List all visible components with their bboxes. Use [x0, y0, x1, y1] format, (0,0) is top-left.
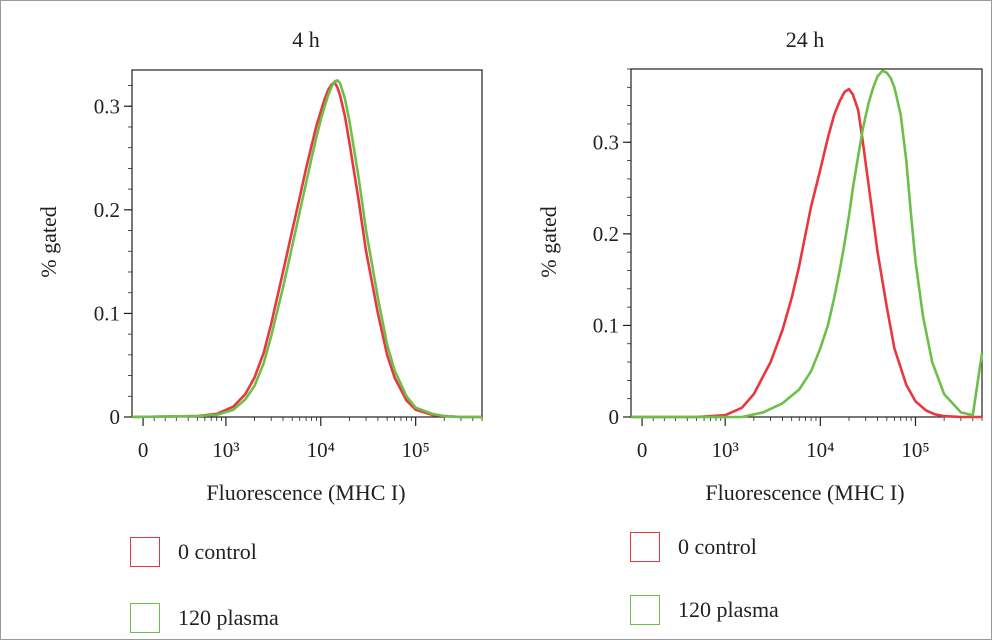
y-tick-label: 0.3 — [593, 130, 619, 154]
y-tick-label: 0 — [609, 405, 620, 429]
legend-label: 0 control — [678, 534, 757, 559]
panel2-legend-item-plasma: 120 plasma — [630, 595, 779, 625]
legend-swatch-green — [630, 595, 660, 625]
panel1-plot-frame — [131, 69, 483, 418]
panel2-xlabel: Fluorescence (MHC I) — [705, 480, 904, 505]
x-tick-label: 10⁵ — [901, 438, 929, 462]
legend-swatch-red — [630, 532, 660, 562]
panel2-legend-item-control: 0 control — [630, 532, 757, 562]
panel2-title: 24 h — [786, 27, 825, 52]
x-tick-label: 0 — [637, 438, 648, 462]
legend-swatch-green — [130, 603, 160, 633]
x-tick-label: 10³ — [712, 438, 739, 462]
x-tick-label: 0 — [138, 438, 149, 462]
panel1-title: 4 h — [292, 27, 320, 52]
x-tick-label: 10³ — [212, 438, 239, 462]
legend-label: 120 plasma — [678, 597, 779, 622]
x-tick-label: 10⁴ — [806, 438, 834, 462]
y-tick-label: 0.2 — [94, 198, 120, 222]
panel2-series-plasma-line — [631, 69, 984, 419]
panel1-xlabel: Fluorescence (MHC I) — [206, 480, 405, 505]
legend-label: 0 control — [178, 539, 257, 564]
y-tick-label: 0.1 — [593, 313, 619, 337]
x-tick-label: 10⁵ — [402, 438, 430, 462]
panel1-series-control-line — [131, 81, 482, 419]
y-tick-label: 0.1 — [94, 301, 120, 325]
panel2-series-control-line — [631, 87, 982, 419]
panel1-legend-item-plasma: 120 plasma — [130, 603, 279, 633]
y-tick-label: 0.3 — [94, 94, 120, 118]
legend-swatch-red — [130, 537, 160, 567]
x-tick-label: 10⁴ — [307, 438, 335, 462]
y-tick-label: 0.2 — [593, 222, 619, 246]
panel1-legend-item-control: 0 control — [130, 537, 257, 567]
panel1-series-plasma-line — [131, 79, 482, 419]
panel2-ylabel: % gated — [536, 206, 561, 277]
panel2-plot-frame — [630, 68, 983, 418]
legend-label: 120 plasma — [178, 605, 279, 630]
y-tick-label: 0 — [110, 405, 121, 429]
panel1-ylabel: % gated — [36, 206, 61, 277]
